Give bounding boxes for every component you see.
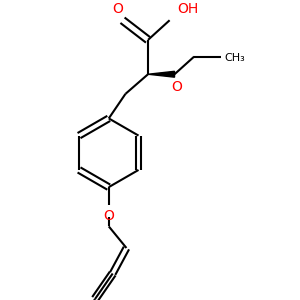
Text: OH: OH	[178, 2, 199, 16]
Text: O: O	[171, 80, 182, 94]
Text: O: O	[112, 2, 123, 16]
Text: O: O	[103, 209, 114, 223]
Text: CH₃: CH₃	[225, 52, 245, 63]
Polygon shape	[148, 71, 175, 77]
